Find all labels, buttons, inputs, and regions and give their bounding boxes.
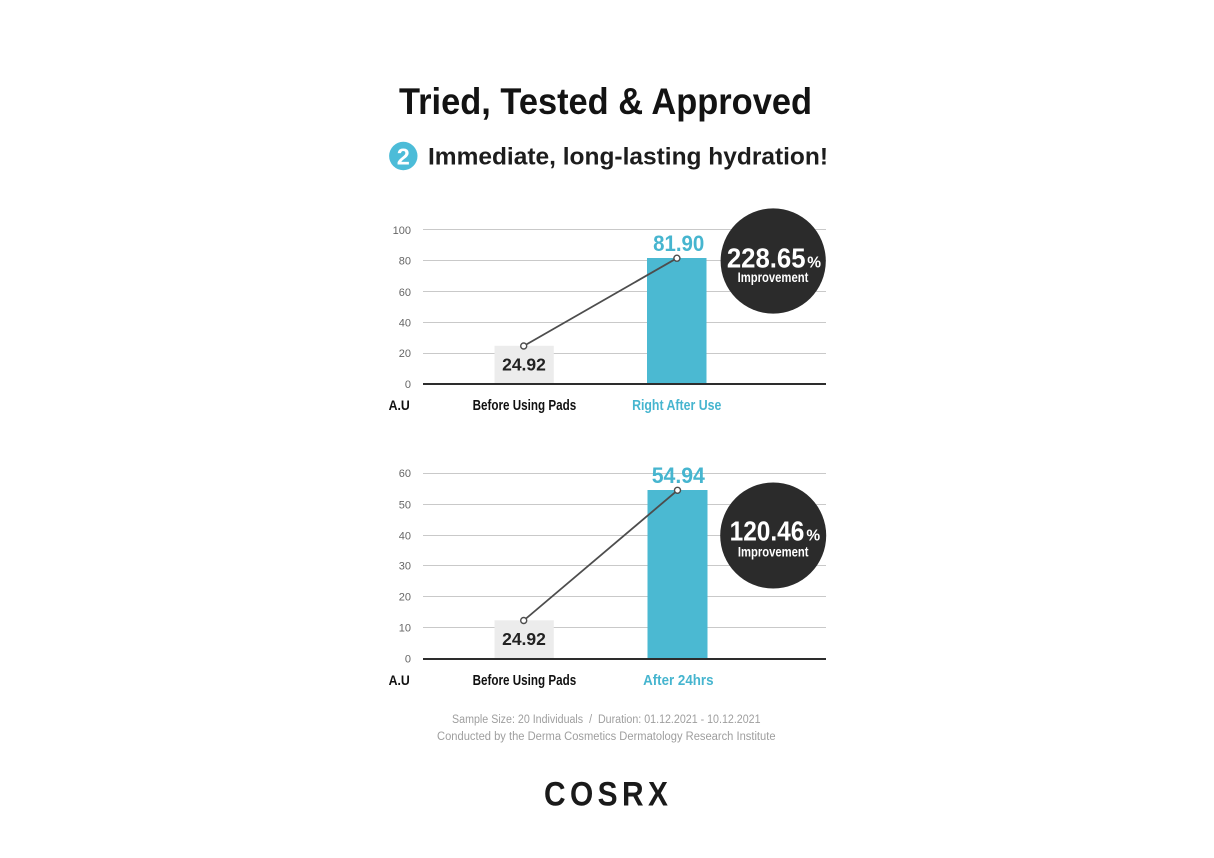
svg-text:Before Using Pads: Before Using Pads (473, 673, 577, 689)
svg-text:60: 60 (399, 287, 411, 299)
svg-text:Improvement: Improvement (738, 544, 809, 559)
svg-text:10: 10 (399, 623, 411, 635)
svg-text:Conducted by the Derma Cosmeti: Conducted by the Derma Cosmetics Dermato… (437, 731, 776, 743)
svg-text:A.U: A.U (389, 398, 410, 413)
svg-text:54.94: 54.94 (652, 463, 706, 488)
svg-text:Tried, Tested & Approved: Tried, Tested & Approved (399, 81, 812, 122)
svg-text:50: 50 (399, 499, 411, 511)
svg-text:Immediate, long-lasting hydrat: Immediate, long-lasting hydration! (428, 144, 828, 171)
svg-text:40: 40 (399, 530, 411, 542)
svg-text:Sample Size: 20 Individuals /: Sample Size: 20 Individuals / Duration: … (452, 714, 761, 726)
svg-text:120.46: 120.46 (730, 516, 805, 547)
svg-text:100: 100 (393, 225, 411, 237)
svg-text:0: 0 (405, 379, 411, 391)
svg-text:COSRX: COSRX (544, 775, 672, 813)
svg-text:20: 20 (399, 592, 411, 604)
svg-text:30: 30 (399, 561, 411, 573)
svg-text:After 24hrs: After 24hrs (643, 673, 713, 689)
svg-text:228.65: 228.65 (727, 242, 806, 273)
svg-text:60: 60 (399, 468, 411, 480)
svg-text:Improvement: Improvement (738, 270, 809, 285)
svg-text:20: 20 (399, 348, 411, 360)
svg-text:A.U: A.U (389, 673, 410, 688)
svg-text:%: % (806, 528, 820, 545)
svg-text:24.92: 24.92 (502, 355, 546, 375)
svg-text:40: 40 (399, 317, 411, 329)
svg-text:80: 80 (399, 256, 411, 268)
svg-text:81.90: 81.90 (653, 231, 704, 256)
svg-text:%: % (807, 254, 821, 271)
svg-text:Before Using Pads: Before Using Pads (473, 398, 577, 414)
svg-text:0: 0 (405, 654, 411, 666)
svg-text:2: 2 (397, 143, 410, 169)
svg-text:24.92: 24.92 (502, 629, 546, 649)
svg-text:Right After Use: Right After Use (632, 398, 721, 414)
